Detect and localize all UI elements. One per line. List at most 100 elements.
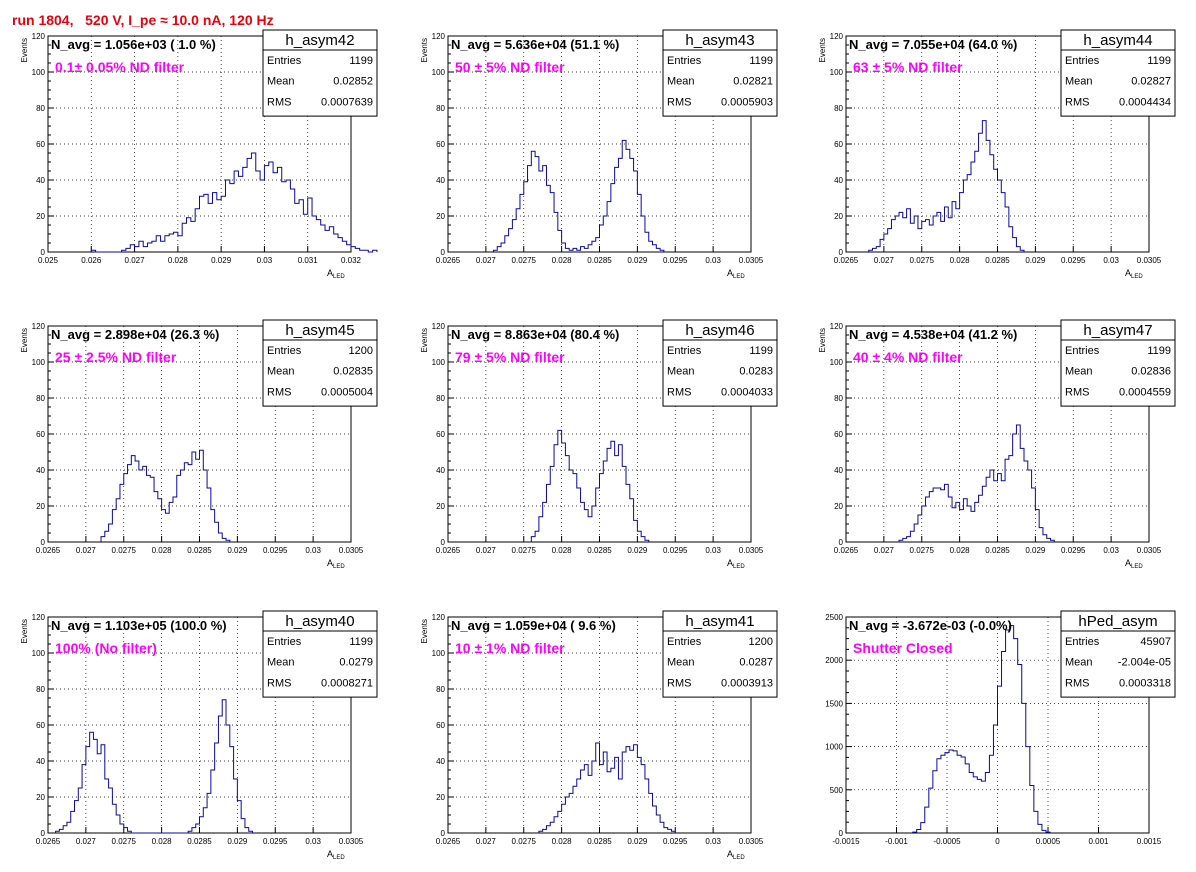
histogram-bin: [558, 430, 562, 542]
histogram-bin: [184, 463, 188, 542]
histogram-bin: [1014, 639, 1018, 833]
histogram-bin: [953, 751, 957, 833]
histogram-bin: [112, 510, 116, 542]
histogram-bin: [531, 151, 535, 252]
stat-label: RMS: [267, 677, 291, 689]
histogram-bin: [977, 779, 981, 833]
histogram-bin: [516, 209, 520, 252]
histogram-bin: [933, 216, 937, 252]
x-tick-label: 0.029: [227, 546, 248, 555]
histogram-bin: [592, 761, 596, 833]
histogram-bin: [188, 831, 192, 833]
histogram-bin: [949, 750, 953, 833]
x-tick-label: 0.0265: [436, 837, 461, 846]
histogram-bin: [364, 250, 368, 252]
histogram-bin: [634, 171, 638, 252]
x-tick-label: 0.0275: [512, 256, 537, 265]
histogram-bin: [264, 166, 268, 252]
histogram-bin: [584, 510, 588, 542]
histogram-bin: [238, 176, 242, 252]
stat-value: 0.02836: [1131, 366, 1171, 378]
navg-label: N_avg = 5.636e+04 (51.1 %): [451, 37, 619, 52]
histogram-bin: [1018, 665, 1022, 833]
histogram-bin: [963, 499, 967, 542]
histogram-bin: [630, 499, 634, 542]
histogram-bin: [1010, 626, 1014, 833]
histogram-bin: [581, 247, 585, 252]
histogram-bin: [203, 808, 207, 833]
histogram-bin: [937, 488, 941, 542]
histogram-bin: [509, 229, 513, 252]
stat-value: 45907: [1140, 636, 1171, 648]
x-tick-label: 0.029: [627, 837, 648, 846]
x-tick-label: 0.0285: [985, 546, 1010, 555]
stat-value: 0.02827: [1131, 76, 1171, 88]
stat-label: RMS: [1065, 96, 1089, 108]
histogram-bin: [150, 477, 154, 542]
histogram-bin: [994, 169, 998, 252]
y-tick-label: 120: [432, 613, 446, 622]
histogram-bin: [247, 158, 251, 252]
histogram-bin: [1009, 227, 1013, 252]
navg-label: N_avg = 8.863e+04 (80.4 %): [451, 327, 619, 342]
x-tick-label: -0.0005: [933, 837, 961, 846]
histogram-bin: [225, 180, 229, 252]
histogram-bin: [645, 232, 649, 252]
y-tick-label: 0: [41, 538, 46, 547]
y-tick-label: 2000: [825, 656, 843, 665]
navg-label: N_avg = 1.059e+04 ( 9.6 %): [451, 618, 616, 633]
histogram-bin: [1039, 528, 1043, 542]
histogram-bin: [899, 540, 903, 542]
histogram-bin: [158, 499, 162, 542]
histogram-bin: [618, 445, 622, 542]
histogram-bin: [989, 755, 993, 833]
filter-label: 100% (No filter): [55, 640, 157, 656]
y-tick-label: 0: [839, 538, 844, 547]
x-tick-label: 0.0275: [512, 546, 537, 555]
stat-label: RMS: [667, 96, 691, 108]
x-tick-label: 0.0305: [1137, 546, 1162, 555]
x-tick-label: 0.0285: [587, 837, 612, 846]
histogram-bin: [554, 817, 558, 833]
histogram-bin: [653, 245, 657, 252]
stat-label: Mean: [1065, 657, 1093, 669]
histogram-bin: [918, 515, 922, 542]
histogram-name: h_asym41: [685, 613, 754, 630]
histogram-bin: [926, 220, 930, 252]
histogram-bin: [312, 216, 316, 252]
histogram-bin: [649, 793, 653, 833]
y-tick-label: 80: [36, 394, 45, 403]
histogram-bin: [531, 537, 535, 542]
y-tick-label: 40: [834, 176, 843, 185]
histogram-bin: [884, 234, 888, 252]
histogram-bin: [546, 484, 550, 542]
histogram-bin: [577, 779, 581, 833]
histogram-bin: [139, 470, 143, 542]
histogram-bin: [990, 155, 994, 252]
histogram-bin: [187, 218, 191, 252]
histogram-bin: [990, 470, 994, 542]
histogram-bin: [634, 745, 638, 833]
histogram-bin: [217, 200, 221, 252]
histogram-name: h_asym44: [1083, 32, 1152, 49]
stat-value: 1199: [349, 55, 373, 67]
histogram-bin: [355, 248, 359, 252]
histogram-bin: [573, 474, 577, 542]
histogram-bin: [1030, 785, 1034, 833]
histogram-bin: [196, 824, 200, 833]
stat-value: -2.004e-05: [1118, 657, 1171, 669]
histogram-bin: [565, 248, 569, 252]
histogram-bin: [554, 445, 558, 542]
stat-label: Mean: [667, 76, 695, 88]
y-tick-label: 20: [436, 502, 445, 511]
filter-label: 50 ± 5% ND filter: [455, 59, 565, 75]
y-tick-label: 40: [834, 466, 843, 475]
histogram-bin: [105, 779, 109, 833]
stat-value: 0.0279: [339, 657, 373, 669]
histogram-bin: [215, 743, 219, 833]
histogram-bin: [562, 443, 566, 542]
histogram-bin: [112, 804, 116, 833]
histogram-bin: [618, 779, 622, 833]
x-tick-label: 0.0265: [36, 837, 61, 846]
